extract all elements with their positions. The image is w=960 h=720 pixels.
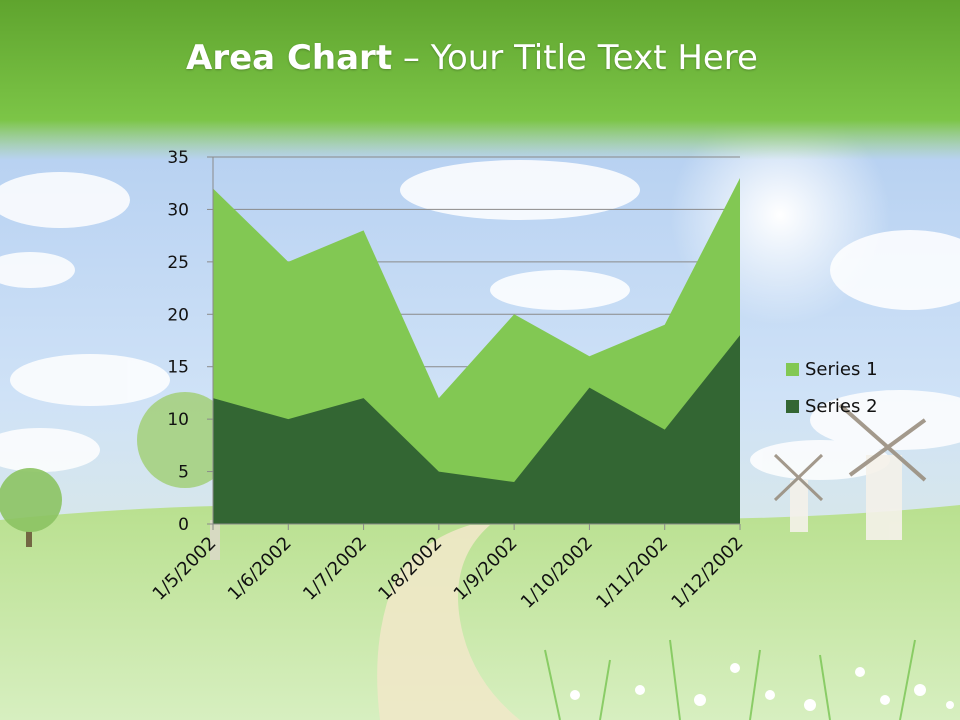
legend-swatch-2 xyxy=(786,400,799,413)
x-tick-label: 1/11/2002 xyxy=(592,533,672,613)
y-tick-label: 20 xyxy=(167,305,189,325)
y-tick-label: 10 xyxy=(167,410,189,430)
y-tick-label: 0 xyxy=(178,515,189,535)
title-rest-part: – Your Title Text Here xyxy=(392,38,758,78)
legend-label-1: Series 1 xyxy=(805,359,878,380)
y-tick-label: 35 xyxy=(167,148,189,168)
x-tick-label: 1/5/2002 xyxy=(149,533,221,605)
series-area-2 xyxy=(213,335,740,524)
x-tick-label: 1/6/2002 xyxy=(224,533,296,605)
x-tick-label: 1/8/2002 xyxy=(374,533,446,605)
x-tick-labels: 1/5/2002 1/6/2002 1/7/2002 1/8/2002 1/9/2002… xyxy=(149,533,748,613)
series-areas xyxy=(213,177,740,524)
y-tick-label: 30 xyxy=(167,200,189,220)
slide-title: Area Chart – Your Title Text Here xyxy=(0,38,944,78)
x-tick-label: 1/10/2002 xyxy=(517,533,597,613)
title-bold-part: Area Chart xyxy=(186,38,393,78)
y-tick-label: 15 xyxy=(167,358,189,378)
x-tick-label: 1/9/2002 xyxy=(450,533,522,605)
axes xyxy=(207,156,741,530)
y-tick-label: 5 xyxy=(178,463,189,483)
y-tick-label: 25 xyxy=(167,253,189,273)
legend-label-2: Series 2 xyxy=(805,396,878,417)
legend-swatch-1 xyxy=(786,363,799,376)
x-tick-label: 1/7/2002 xyxy=(299,533,371,605)
x-tick-label: 1/12/2002 xyxy=(667,533,747,613)
legend: Series 1 Series 2 xyxy=(786,359,878,417)
y-tick-labels: 0 5 10 15 20 25 30 35 xyxy=(167,148,189,535)
